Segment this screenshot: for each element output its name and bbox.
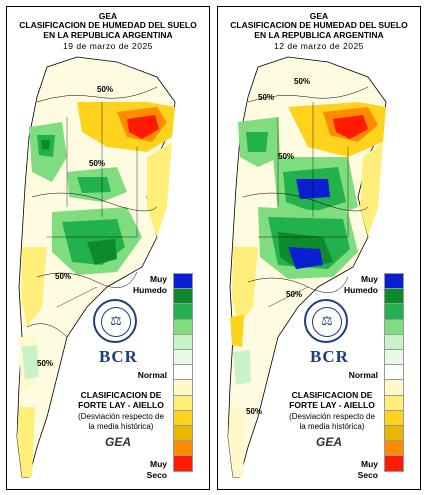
map-date: 12 de marzo de 2025 [274,41,364,51]
contour-label: 50% [246,407,263,416]
legend-top-label-2: Humedo [344,285,378,295]
argentina-soil-moisture-map [16,56,176,478]
map-panel-march-12: GEA CLASIFICACION DE HUMEDAD DEL SUELO E… [217,6,421,490]
argentina-soil-moisture-map [227,56,387,478]
legend-bottom-label-1: Muy [150,459,167,469]
contour-label: 50% [37,359,54,368]
legend-bottom-label-2: Seco [146,470,167,480]
bcr-logo-text: BCR [310,347,349,366]
contour-label: 50% [55,272,72,281]
legend-bottom-label-1: Muy [361,459,378,469]
header-org: GEA [309,11,329,21]
legend-top-label-1: Muy [150,274,167,284]
contour-label: 50% [89,159,106,168]
legend-bottom-label-2: Seco [357,470,378,480]
contour-label: 50% [294,77,311,86]
note-line2: la media histórica) [299,422,365,431]
legend-top-label-2: Humedo [133,285,167,295]
classification-line1: CLASIFICACION DE [80,390,162,400]
bcr-seal-logo: ⚖ [93,299,137,343]
classification-line2: FORTE LAY - AIELLO [289,400,375,410]
note-line1: (Desviación respecto de [289,412,375,421]
contour-label: 50% [97,85,114,94]
legend-swatch [173,455,193,473]
map-date: 19 de marzo de 2025 [63,41,153,51]
note-line2: la media histórica) [88,422,154,431]
contour-label: 50% [286,290,303,299]
header-title-line1: CLASIFICACION DE HUMEDAD DEL SUELO [230,20,408,30]
legend-mid-label: Normal [348,370,378,380]
legend-mid-label: Normal [137,370,167,380]
contour-label: 50% [278,152,295,161]
note-line1: (Desviación respecto de [78,412,164,421]
bcr-logo-text: BCR [99,347,138,366]
contour-label: 50% [258,93,275,102]
map-panel-march-19: GEA CLASIFICACION DE HUMEDAD DEL SUELO E… [6,6,210,490]
header-title-line2: EN LA REPUBLICA ARGENTINA [43,30,173,40]
legend-top-label-1: Muy [361,274,378,284]
gea-mark: GEA [316,435,343,449]
gea-mark: GEA [105,435,132,449]
bcr-seal-logo: ⚖ [304,299,348,343]
header-title-line2: EN LA REPUBLICA ARGENTINA [254,30,384,40]
classification-line1: CLASIFICACION DE [291,390,373,400]
header-title-line1: CLASIFICACION DE HUMEDAD DEL SUELO [19,20,197,30]
classification-line2: FORTE LAY - AIELLO [78,400,164,410]
header-org: GEA [98,11,118,21]
legend-swatch [384,455,404,473]
